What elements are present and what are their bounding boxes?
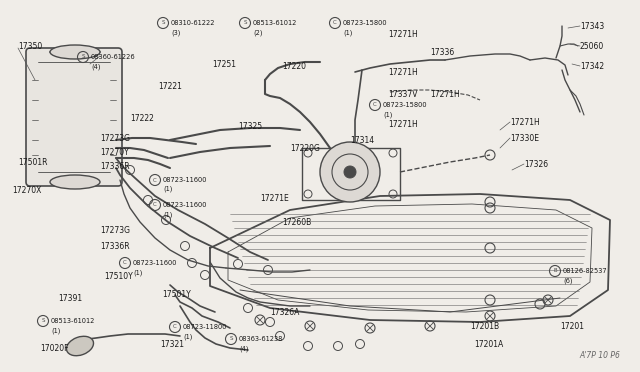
Text: 17321: 17321 <box>160 340 184 349</box>
Text: 17271E: 17271E <box>260 194 289 203</box>
Text: C: C <box>153 177 157 183</box>
Text: 17271H: 17271H <box>388 30 418 39</box>
Text: 17343: 17343 <box>580 22 604 31</box>
Text: 17336R: 17336R <box>100 162 130 171</box>
Text: 08513-61012: 08513-61012 <box>253 20 298 26</box>
Text: 17201: 17201 <box>560 322 584 331</box>
Text: 17221: 17221 <box>158 82 182 91</box>
Text: (1): (1) <box>51 327 60 334</box>
Text: (1): (1) <box>343 29 353 35</box>
Text: 08363-61238: 08363-61238 <box>239 336 284 342</box>
Text: 17201A: 17201A <box>474 340 503 349</box>
Text: (1): (1) <box>383 111 392 118</box>
Text: 17220: 17220 <box>282 62 306 71</box>
Text: 17271H: 17271H <box>388 68 418 77</box>
Text: 17342: 17342 <box>580 62 604 71</box>
FancyBboxPatch shape <box>26 48 122 186</box>
Text: (1): (1) <box>133 269 142 276</box>
Text: 08723-15800: 08723-15800 <box>343 20 388 26</box>
Text: 17271H: 17271H <box>388 120 418 129</box>
Text: 17220G: 17220G <box>290 144 320 153</box>
Text: C: C <box>373 103 377 108</box>
Text: 17020F: 17020F <box>40 344 68 353</box>
Text: C: C <box>173 324 177 330</box>
Text: 17510Y: 17510Y <box>104 272 132 281</box>
Text: 08126-82537: 08126-82537 <box>563 268 607 274</box>
Text: 08723-11600: 08723-11600 <box>163 177 207 183</box>
Text: 17201B: 17201B <box>470 322 499 331</box>
Text: 17251: 17251 <box>212 60 236 69</box>
Text: C: C <box>153 202 157 208</box>
Text: S: S <box>41 318 45 324</box>
Text: B: B <box>553 269 557 273</box>
Text: 08723-15800: 08723-15800 <box>383 102 428 108</box>
Circle shape <box>344 166 356 178</box>
Text: S: S <box>81 55 84 60</box>
Ellipse shape <box>67 336 93 356</box>
Text: 08723-11600: 08723-11600 <box>163 202 207 208</box>
Circle shape <box>320 142 380 202</box>
Text: 17337V: 17337V <box>388 90 417 99</box>
Text: C: C <box>333 20 337 26</box>
Text: 17271H: 17271H <box>430 90 460 99</box>
Text: 17336R: 17336R <box>100 242 130 251</box>
Text: 08360-61226: 08360-61226 <box>91 54 136 60</box>
Text: 17222: 17222 <box>130 114 154 123</box>
Text: A'7P 10 P6: A'7P 10 P6 <box>579 351 620 360</box>
Text: S: S <box>161 20 164 26</box>
Text: 17326A: 17326A <box>270 308 300 317</box>
Text: 17326: 17326 <box>524 160 548 169</box>
Text: (1): (1) <box>183 333 193 340</box>
Text: (2): (2) <box>253 29 262 35</box>
Text: (4): (4) <box>91 63 100 70</box>
Text: (1): (1) <box>163 211 172 218</box>
Ellipse shape <box>50 45 100 59</box>
Text: 08723-11800: 08723-11800 <box>183 324 227 330</box>
Text: 17336: 17336 <box>430 48 454 57</box>
Text: 17260B: 17260B <box>282 218 311 227</box>
Text: 08513-61012: 08513-61012 <box>51 318 95 324</box>
Text: 17501R: 17501R <box>18 158 47 167</box>
Text: (6): (6) <box>563 277 573 283</box>
Text: 17350: 17350 <box>18 42 42 51</box>
Text: 17314: 17314 <box>350 136 374 145</box>
Text: 08723-11600: 08723-11600 <box>133 260 177 266</box>
Text: 17273G: 17273G <box>100 134 130 143</box>
Text: (1): (1) <box>163 186 172 192</box>
Text: 25060: 25060 <box>580 42 604 51</box>
Text: 17273G: 17273G <box>100 226 130 235</box>
Text: 17391: 17391 <box>58 294 82 303</box>
Text: 17270X: 17270X <box>12 186 42 195</box>
Text: S: S <box>229 337 233 341</box>
Text: C: C <box>123 260 127 266</box>
Text: 17271H: 17271H <box>510 118 540 127</box>
Text: 08310-61222: 08310-61222 <box>171 20 216 26</box>
Text: 17330E: 17330E <box>510 134 539 143</box>
Text: (4): (4) <box>239 345 248 352</box>
Text: S: S <box>243 20 247 26</box>
Ellipse shape <box>50 175 100 189</box>
Text: 17501Y: 17501Y <box>162 290 191 299</box>
Text: 17325: 17325 <box>238 122 262 131</box>
Text: (3): (3) <box>171 29 180 35</box>
Text: 17270Y: 17270Y <box>100 148 129 157</box>
